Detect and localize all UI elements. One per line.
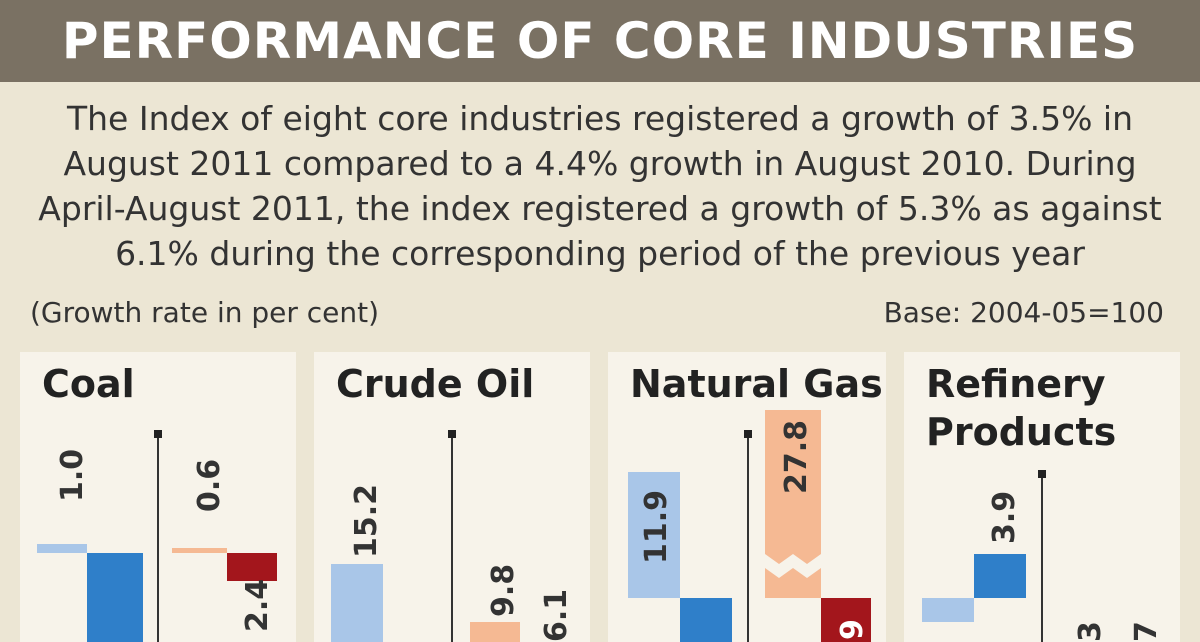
panel-title-natural-gas: Natural Gas [630, 362, 883, 406]
coal-bar-1 [37, 544, 87, 553]
refinery-label-3: 3 [1073, 621, 1108, 642]
crude-oil-label-4: 6.1 [539, 589, 574, 642]
refinery-label-4: 7 [1129, 621, 1164, 642]
natural-gas-chart: 11.9 27.8 9 [628, 410, 871, 642]
refinery-products-chart: 3.9 3 7 [922, 470, 1164, 642]
coal-label-1: 1.0 [55, 449, 90, 502]
refinery-bar-1 [922, 598, 974, 622]
units-note: (Growth rate in per cent) [30, 296, 380, 329]
panel-crude-oil: Crude Oil 15.2 9.8 6.1 [314, 352, 590, 642]
crude-oil-label-1: 15.2 [349, 484, 384, 558]
natural-gas-label-3: 27.8 [779, 420, 814, 494]
crude-oil-label-3: 9.8 [486, 564, 521, 617]
panel-refinery-products: Refinery Products 3.9 3 7 [904, 352, 1180, 642]
panel-title-coal: Coal [42, 362, 135, 406]
refinery-label-2: 3.9 [987, 491, 1022, 544]
coal-axis-marker [154, 430, 162, 438]
natural-gas-axis-marker [744, 430, 752, 438]
natural-gas-bar-2 [680, 598, 732, 642]
coal-bar-3 [172, 548, 227, 553]
coal-label-3: 0.6 [192, 459, 227, 512]
coal-label-4: 2.4 [240, 579, 275, 632]
natural-gas-label-1: 11.9 [639, 490, 674, 564]
natural-gas-bar-1 [628, 472, 680, 598]
panel-title-refinery-line1: Refinery [926, 362, 1106, 406]
coal-bar-4 [227, 553, 277, 581]
title-bar: PERFORMANCE OF CORE INDUSTRIES [0, 0, 1200, 82]
panel-title-refinery-products: Refinery Products [926, 360, 1116, 456]
crude-oil-bar-3 [470, 622, 520, 642]
panel-natural-gas: Natural Gas 11.9 27.8 9 [608, 352, 886, 642]
crude-oil-bar-1 [331, 564, 383, 642]
crude-oil-axis-marker [448, 430, 456, 438]
coal-bar-2 [87, 553, 143, 642]
panel-title-refinery-line2: Products [926, 410, 1117, 454]
crude-oil-chart: 15.2 9.8 6.1 [331, 430, 574, 642]
refinery-bar-2 [974, 554, 1026, 598]
chart-title: PERFORMANCE OF CORE INDUSTRIES [61, 12, 1139, 70]
refinery-axis-marker [1038, 470, 1046, 478]
coal-chart: 1.0 0.6 2.4 [37, 430, 277, 642]
natural-gas-axis-break [765, 554, 821, 578]
panel-coal: Coal 1.0 0.6 2.4 [20, 352, 296, 642]
description: The Index of eight core industries regis… [38, 99, 1162, 273]
base-note: Base: 2004-05=100 [883, 296, 1164, 329]
panel-title-crude-oil: Crude Oil [336, 362, 535, 406]
